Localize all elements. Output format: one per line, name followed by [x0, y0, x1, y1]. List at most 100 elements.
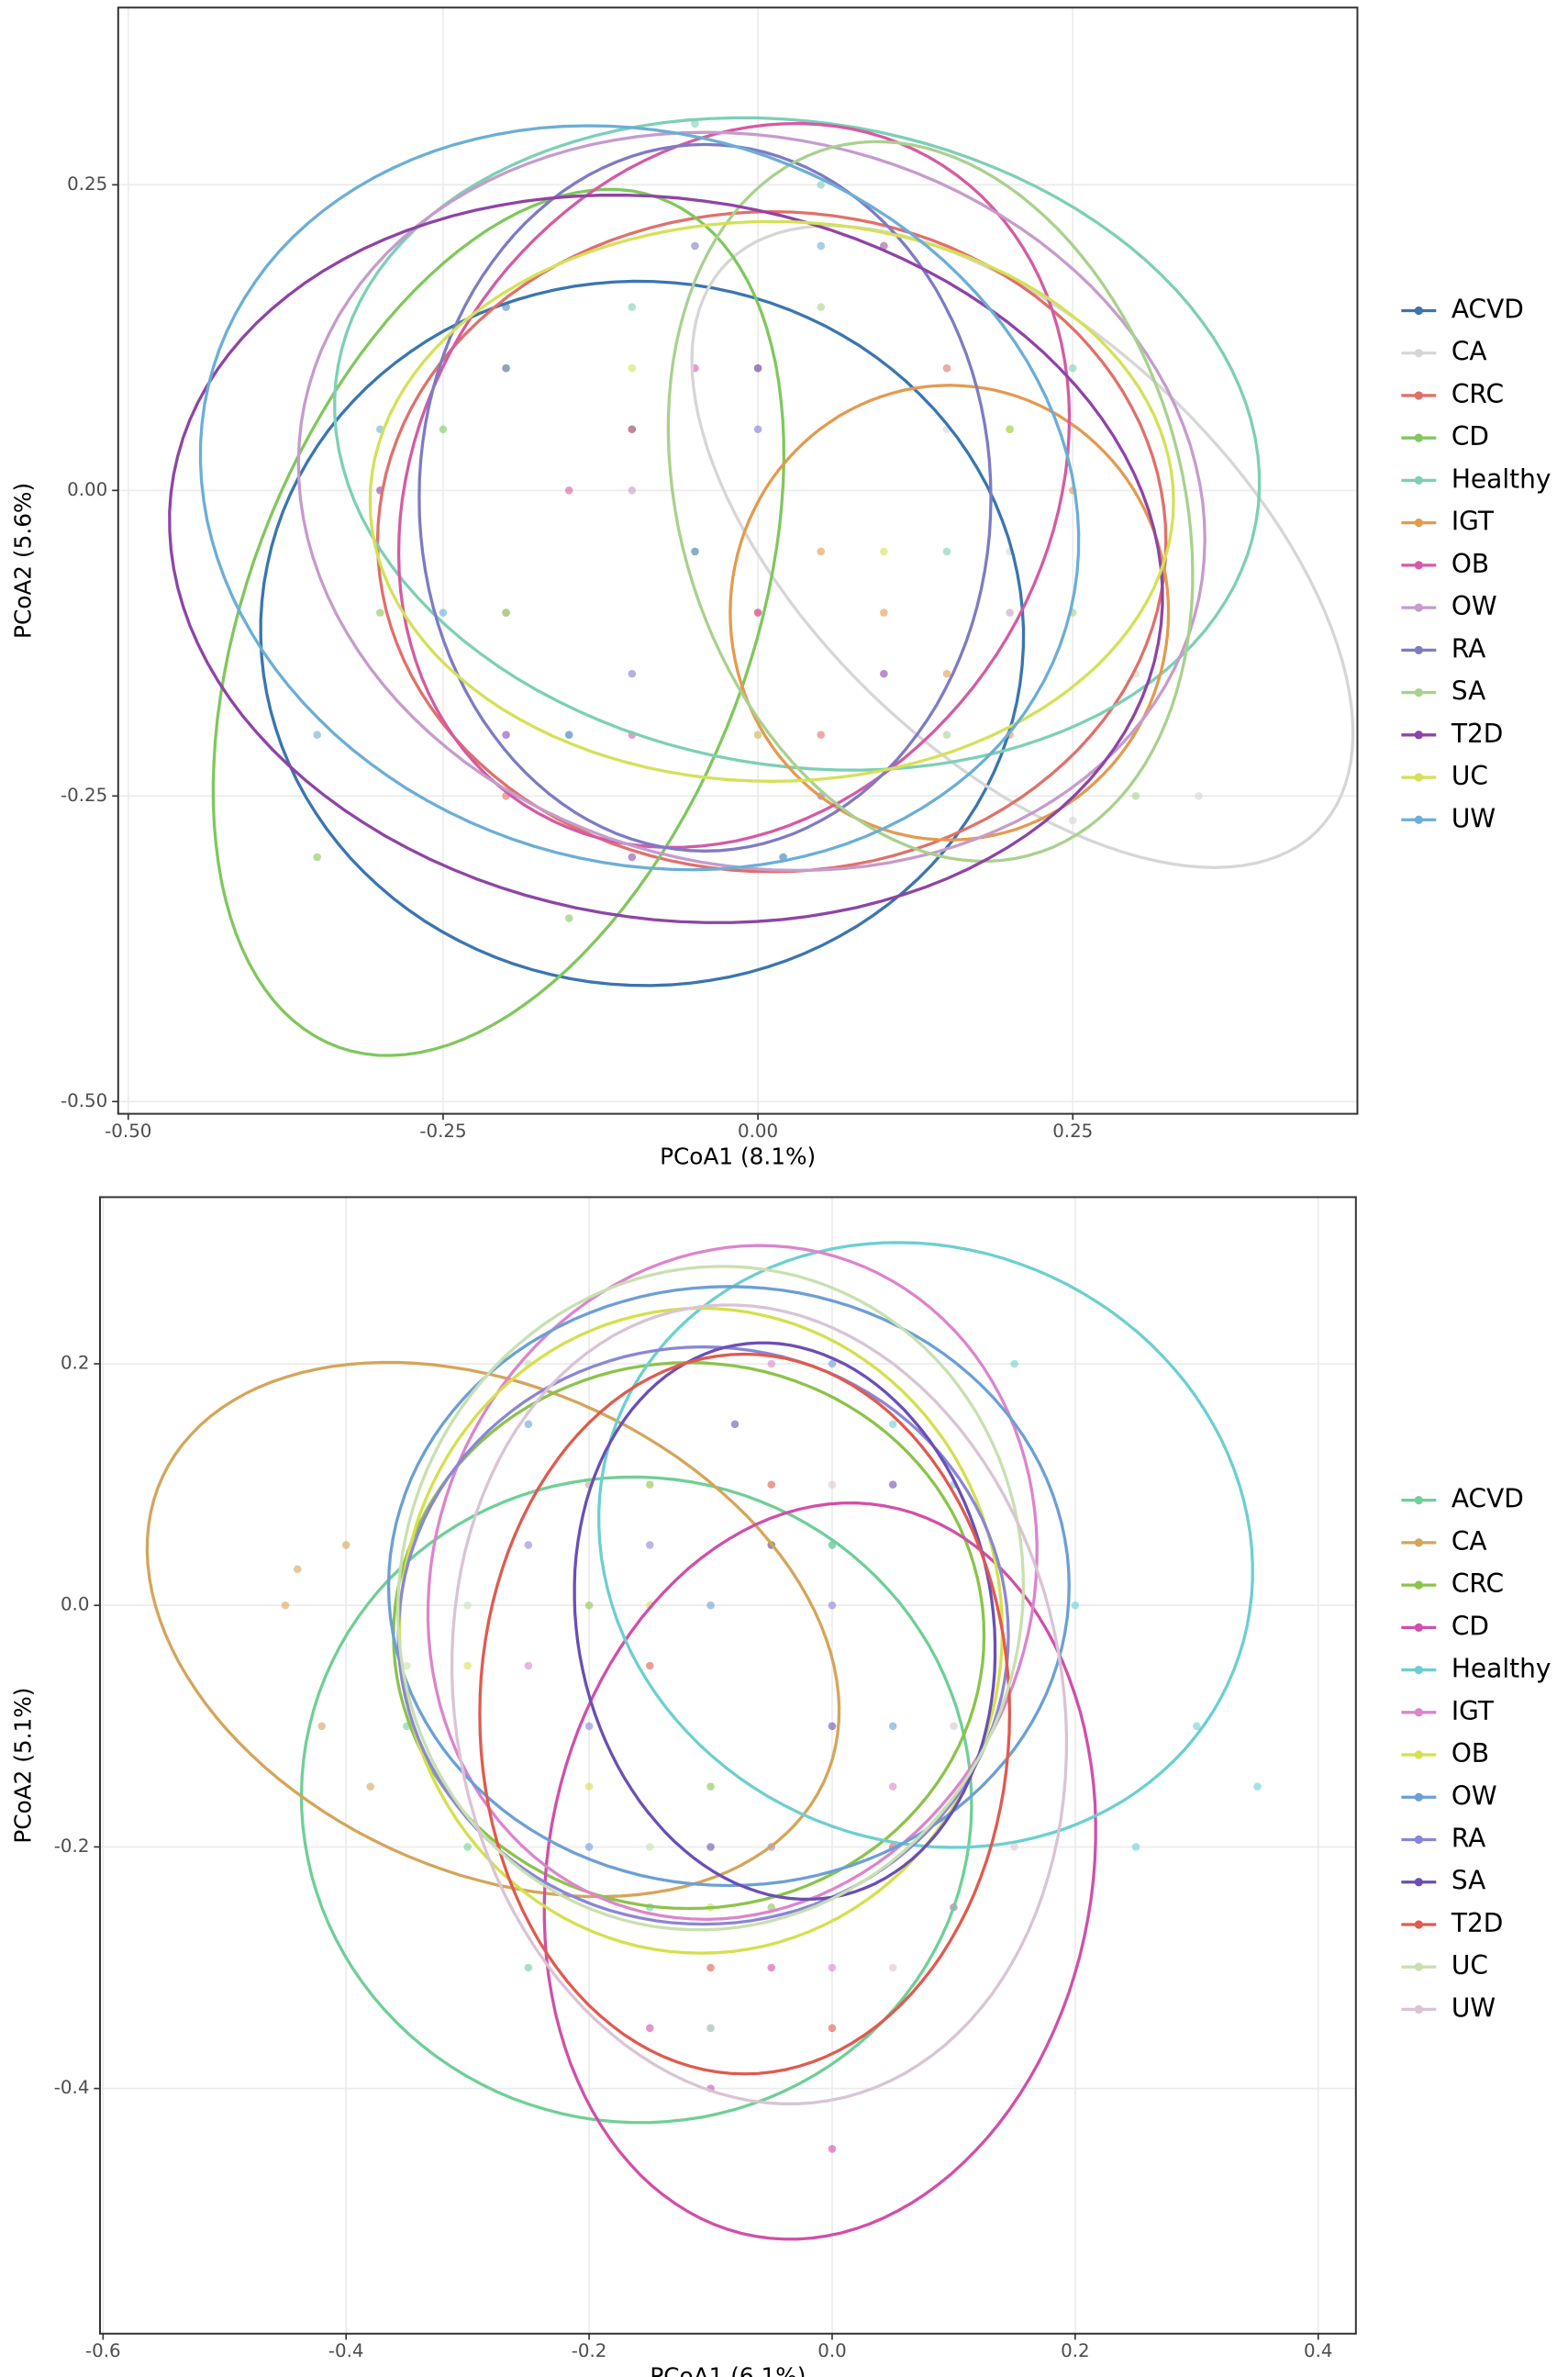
ellipse — [198, 124, 1081, 872]
point — [1006, 608, 1014, 617]
legend-dot — [1414, 1962, 1423, 1971]
legend-dot — [1414, 731, 1423, 740]
point — [524, 1661, 533, 1670]
ellipse — [690, 224, 1355, 869]
legend-label: UW — [1451, 803, 1496, 833]
point — [1253, 1782, 1262, 1791]
legend-label: CD — [1451, 421, 1489, 452]
point — [366, 1782, 374, 1791]
point — [313, 731, 321, 740]
legend-label: IGT — [1451, 507, 1495, 537]
point — [880, 669, 888, 678]
legend-dot — [1414, 1708, 1423, 1717]
legend-dot — [1414, 2004, 1423, 2014]
point — [828, 1480, 837, 1489]
legend-dot — [1414, 519, 1423, 528]
plot-border — [99, 1196, 1357, 2335]
x-tick-label: 0.00 — [738, 1121, 778, 1142]
point — [628, 853, 637, 862]
point — [888, 1963, 897, 1972]
ellipse — [392, 1361, 986, 1911]
legend-label: T2D — [1451, 719, 1504, 749]
point — [880, 547, 888, 556]
ellipse — [168, 194, 1164, 924]
legend-label: UW — [1451, 1992, 1496, 2023]
x-tick-label: -0.2 — [572, 2340, 607, 2361]
legend-label: ACVD — [1451, 1484, 1524, 1514]
point — [317, 1722, 327, 1731]
point — [524, 1420, 533, 1429]
legend-dot — [1414, 645, 1423, 654]
point — [706, 1782, 715, 1791]
point — [888, 1722, 897, 1731]
x-tick-label: 0.4 — [1304, 2340, 1332, 2361]
point — [691, 119, 699, 128]
x-tick-label: -0.6 — [85, 2340, 121, 2361]
point — [888, 1420, 897, 1429]
legend-label: Healthy — [1451, 1654, 1551, 1684]
ellipse — [211, 187, 785, 1057]
point — [502, 731, 510, 740]
legend-label: CD — [1451, 1611, 1489, 1641]
x-axis-title: PCoA1 (6.1%) — [650, 2363, 806, 2377]
point — [753, 608, 762, 617]
point — [888, 1782, 897, 1791]
ellipse — [396, 1265, 1026, 1932]
point — [439, 425, 448, 434]
point — [439, 608, 448, 617]
point — [341, 1541, 350, 1549]
point — [1068, 816, 1077, 825]
legend-label: RA — [1451, 633, 1486, 664]
legend-dot — [1414, 1496, 1423, 1505]
point — [463, 1601, 472, 1610]
plot-border — [117, 6, 1359, 1115]
ellipse — [417, 142, 993, 853]
legend-dot — [1414, 561, 1423, 570]
x-tick-label: -0.50 — [105, 1121, 151, 1142]
point — [524, 1963, 533, 1972]
point — [564, 486, 573, 495]
y-tick-label: 0.2 — [61, 1353, 89, 1374]
y-tick-label: -0.4 — [54, 2077, 90, 2098]
legend-dot — [1414, 1538, 1423, 1547]
legend-dot — [1414, 1835, 1423, 1845]
ellipse — [259, 279, 1026, 988]
point — [628, 363, 637, 373]
legend-dot — [1414, 687, 1423, 697]
ellipse — [597, 1241, 1254, 1849]
y-tick-label: -0.25 — [61, 785, 107, 806]
y-tick-label: -0.50 — [61, 1090, 107, 1111]
point — [646, 1843, 654, 1851]
point — [817, 241, 826, 251]
y-tick-label: 0.25 — [67, 173, 107, 195]
ellipse — [386, 1285, 1071, 1888]
point — [502, 608, 510, 617]
point — [828, 1359, 837, 1368]
point — [817, 181, 826, 189]
x-tick-label: -0.4 — [328, 2340, 364, 2361]
point — [817, 731, 826, 740]
point — [376, 608, 384, 617]
point — [1071, 1601, 1080, 1610]
point — [281, 1601, 290, 1610]
point — [403, 1661, 411, 1670]
point — [463, 1843, 472, 1851]
point — [564, 914, 573, 922]
ellipse — [728, 384, 1171, 842]
point — [1131, 792, 1140, 800]
point — [584, 1843, 594, 1851]
point — [524, 1541, 533, 1549]
ellipse — [396, 121, 1072, 849]
point — [828, 2024, 837, 2033]
point — [691, 241, 699, 251]
legend-dot — [1414, 1623, 1423, 1632]
point — [1131, 1843, 1140, 1851]
legend-label: T2D — [1451, 1908, 1504, 1938]
point — [502, 363, 510, 373]
legend-dot — [1414, 1878, 1423, 1887]
point — [817, 303, 826, 311]
point — [753, 731, 762, 740]
ellipse — [573, 1341, 997, 1902]
ellipse — [542, 1501, 1097, 2241]
